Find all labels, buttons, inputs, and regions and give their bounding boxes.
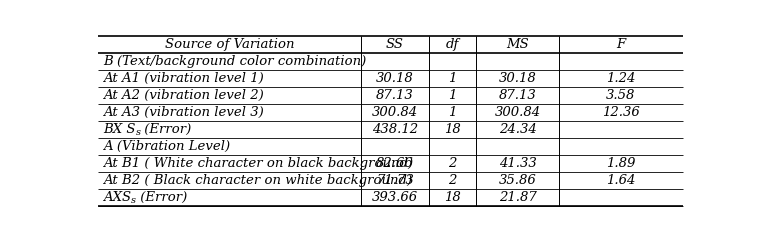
Text: 2: 2 — [448, 174, 456, 187]
Text: At A3 (vibration level 3): At A3 (vibration level 3) — [103, 106, 264, 119]
Text: 1: 1 — [448, 89, 456, 102]
Text: 87.13: 87.13 — [498, 89, 536, 102]
Text: (Error): (Error) — [140, 123, 192, 136]
Text: 18: 18 — [444, 123, 461, 136]
Text: 35.86: 35.86 — [498, 174, 536, 187]
Text: s: s — [136, 128, 140, 137]
Text: s: s — [131, 196, 136, 205]
Text: 1.89: 1.89 — [606, 157, 636, 170]
Text: At A2 (vibration level 2): At A2 (vibration level 2) — [103, 89, 264, 102]
Text: 21.87: 21.87 — [498, 191, 536, 204]
Text: 1: 1 — [448, 72, 456, 85]
Text: 1.24: 1.24 — [606, 72, 636, 85]
Text: 393.66: 393.66 — [372, 191, 418, 204]
Text: MS: MS — [506, 38, 529, 51]
Text: 71.73: 71.73 — [376, 174, 414, 187]
Text: 1.64: 1.64 — [606, 174, 636, 187]
Text: 438.12: 438.12 — [372, 123, 418, 136]
Text: BX S: BX S — [103, 123, 136, 136]
Text: Source of Variation: Source of Variation — [165, 38, 294, 51]
Text: 300.84: 300.84 — [495, 106, 540, 119]
Text: 82.66: 82.66 — [376, 157, 414, 170]
Text: 18: 18 — [444, 191, 461, 204]
Text: 30.18: 30.18 — [376, 72, 414, 85]
Text: 1: 1 — [448, 106, 456, 119]
Text: 2: 2 — [448, 157, 456, 170]
Text: 41.33: 41.33 — [498, 157, 536, 170]
Text: SS: SS — [386, 38, 404, 51]
Text: AXS: AXS — [103, 191, 131, 204]
Text: 300.84: 300.84 — [372, 106, 418, 119]
Text: At B2 ( Black character on white background): At B2 ( Black character on white backgro… — [103, 174, 412, 187]
Text: 3.58: 3.58 — [606, 89, 636, 102]
Text: A (Vibration Level): A (Vibration Level) — [103, 140, 230, 153]
Text: B (Text/background color combination): B (Text/background color combination) — [103, 55, 367, 68]
Text: 24.34: 24.34 — [498, 123, 536, 136]
Text: At A1 (vibration level 1): At A1 (vibration level 1) — [103, 72, 264, 85]
Text: (Error): (Error) — [136, 191, 187, 204]
Text: 87.13: 87.13 — [376, 89, 414, 102]
Text: 12.36: 12.36 — [602, 106, 640, 119]
Text: df: df — [446, 38, 459, 51]
Text: At B1 ( White character on black background): At B1 ( White character on black backgro… — [103, 157, 413, 170]
Text: F: F — [616, 38, 626, 51]
Text: 30.18: 30.18 — [498, 72, 536, 85]
